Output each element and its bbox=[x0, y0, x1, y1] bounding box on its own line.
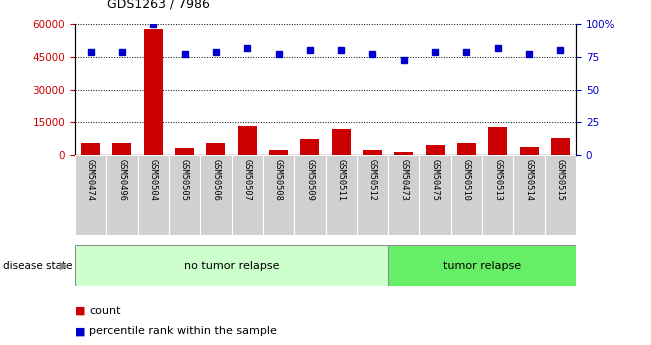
Bar bbox=[263, 155, 294, 235]
Bar bbox=[269, 150, 288, 155]
Bar bbox=[363, 150, 382, 155]
Text: tumor relapse: tumor relapse bbox=[443, 261, 521, 270]
Bar bbox=[457, 143, 476, 155]
Bar bbox=[545, 155, 576, 235]
Bar bbox=[106, 155, 137, 235]
Bar bbox=[388, 245, 576, 286]
Text: GSM50507: GSM50507 bbox=[243, 159, 252, 201]
Bar bbox=[137, 155, 169, 235]
Bar bbox=[332, 129, 351, 155]
Bar bbox=[232, 155, 263, 235]
Text: ■: ■ bbox=[75, 326, 85, 336]
Bar bbox=[175, 148, 194, 155]
Text: GSM50496: GSM50496 bbox=[117, 159, 126, 201]
Bar bbox=[426, 145, 445, 155]
Bar bbox=[169, 155, 201, 235]
Text: GSM50510: GSM50510 bbox=[462, 159, 471, 201]
Bar bbox=[81, 143, 100, 155]
Bar bbox=[301, 139, 319, 155]
Text: GDS1263 / 7986: GDS1263 / 7986 bbox=[107, 0, 210, 10]
Bar bbox=[206, 143, 225, 155]
Text: GSM50514: GSM50514 bbox=[525, 159, 534, 201]
Text: ▶: ▶ bbox=[60, 261, 68, 270]
Bar bbox=[514, 155, 545, 235]
Bar bbox=[357, 155, 388, 235]
Bar bbox=[450, 155, 482, 235]
Text: GSM50506: GSM50506 bbox=[212, 159, 220, 201]
Bar bbox=[395, 152, 413, 155]
Text: GSM50509: GSM50509 bbox=[305, 159, 314, 201]
Text: count: count bbox=[89, 306, 120, 315]
Bar bbox=[519, 147, 538, 155]
Text: GSM50508: GSM50508 bbox=[274, 159, 283, 201]
Bar bbox=[388, 155, 419, 235]
Text: GSM50475: GSM50475 bbox=[431, 159, 439, 201]
Bar bbox=[482, 155, 514, 235]
Bar bbox=[326, 155, 357, 235]
Bar bbox=[201, 155, 232, 235]
Bar bbox=[238, 126, 256, 155]
Bar bbox=[488, 127, 507, 155]
Bar bbox=[75, 155, 106, 235]
Text: disease state: disease state bbox=[3, 261, 73, 270]
Text: GSM50511: GSM50511 bbox=[337, 159, 346, 201]
Bar bbox=[144, 29, 163, 155]
Bar bbox=[75, 245, 388, 286]
Text: GSM50505: GSM50505 bbox=[180, 159, 189, 201]
Text: GSM50473: GSM50473 bbox=[399, 159, 408, 201]
Text: GSM50474: GSM50474 bbox=[86, 159, 95, 201]
Text: GSM50515: GSM50515 bbox=[556, 159, 565, 201]
Text: ■: ■ bbox=[75, 306, 85, 315]
Text: GSM50504: GSM50504 bbox=[148, 159, 158, 201]
Bar bbox=[113, 143, 132, 155]
Text: GSM50513: GSM50513 bbox=[493, 159, 503, 201]
Text: GSM50512: GSM50512 bbox=[368, 159, 377, 201]
Bar bbox=[294, 155, 326, 235]
Bar bbox=[551, 138, 570, 155]
Bar bbox=[419, 155, 450, 235]
Text: no tumor relapse: no tumor relapse bbox=[184, 261, 279, 270]
Text: percentile rank within the sample: percentile rank within the sample bbox=[89, 326, 277, 336]
